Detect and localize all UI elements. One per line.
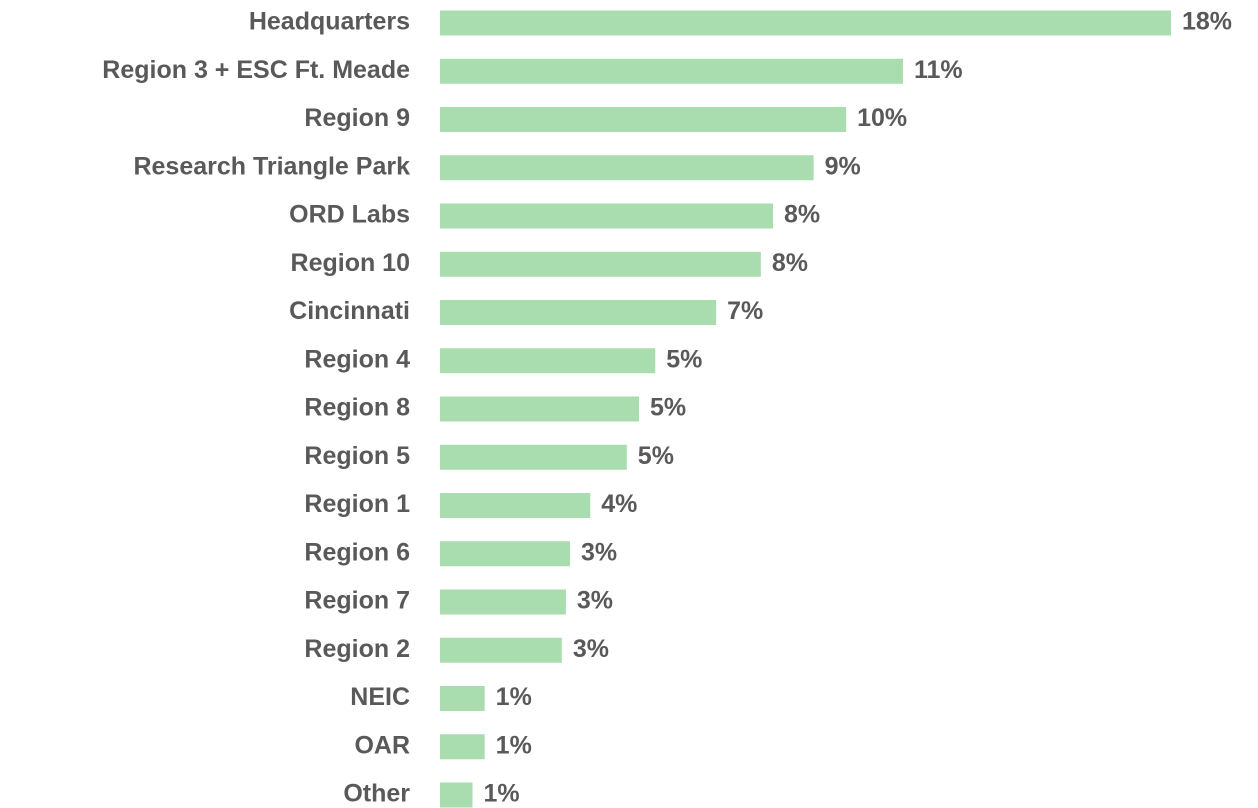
- bar: [440, 589, 566, 615]
- category-label: OAR: [354, 731, 410, 759]
- bar: [440, 155, 814, 181]
- value-label: 3%: [581, 538, 617, 566]
- bar: [440, 782, 473, 808]
- value-label: 10%: [857, 104, 907, 132]
- category-label: NEIC: [350, 683, 410, 711]
- value-label: 5%: [638, 442, 674, 470]
- category-label: Region 2: [304, 635, 410, 663]
- value-label: 5%: [666, 345, 702, 373]
- bar: [440, 251, 761, 277]
- value-label: 7%: [727, 297, 763, 325]
- bar: [440, 107, 847, 132]
- value-label: 1%: [496, 731, 532, 759]
- value-label: 18%: [1182, 8, 1232, 36]
- category-label: Region 6: [304, 538, 410, 566]
- value-label: 3%: [577, 587, 613, 615]
- value-label: 5%: [650, 394, 686, 422]
- category-label: Region 1: [304, 490, 410, 518]
- bar: [440, 348, 656, 374]
- value-label: 4%: [601, 490, 637, 518]
- value-label: 8%: [784, 201, 820, 229]
- bar: [440, 58, 903, 84]
- bar: [440, 444, 627, 470]
- bar: [440, 637, 562, 663]
- category-label: Region 5: [304, 442, 410, 470]
- bar: [440, 203, 774, 229]
- category-label: Region 10: [291, 249, 410, 277]
- bar: [440, 686, 485, 711]
- value-label: 1%: [496, 683, 532, 711]
- bar: [440, 10, 1171, 36]
- value-label: 8%: [772, 249, 808, 277]
- category-label: Other: [343, 780, 410, 808]
- category-label: Region 7: [304, 587, 410, 615]
- category-label: Cincinnati: [289, 297, 410, 325]
- category-label: Region 3 + ESC Ft. Meade: [102, 56, 410, 84]
- value-label: 11%: [914, 56, 963, 84]
- value-label: 3%: [573, 635, 609, 663]
- category-label: Headquarters: [249, 8, 410, 36]
- category-label: Region 8: [304, 394, 410, 422]
- value-label: 9%: [825, 152, 861, 180]
- bar: [440, 300, 717, 325]
- category-label: Research Triangle Park: [133, 152, 410, 180]
- category-label: ORD Labs: [289, 201, 410, 229]
- bar: [440, 734, 485, 760]
- category-label: Region 4: [304, 345, 410, 373]
- bar: [440, 541, 570, 567]
- value-label: 1%: [483, 780, 519, 808]
- bar: [440, 396, 639, 422]
- bar: [440, 493, 591, 518]
- category-label: Region 9: [304, 104, 410, 132]
